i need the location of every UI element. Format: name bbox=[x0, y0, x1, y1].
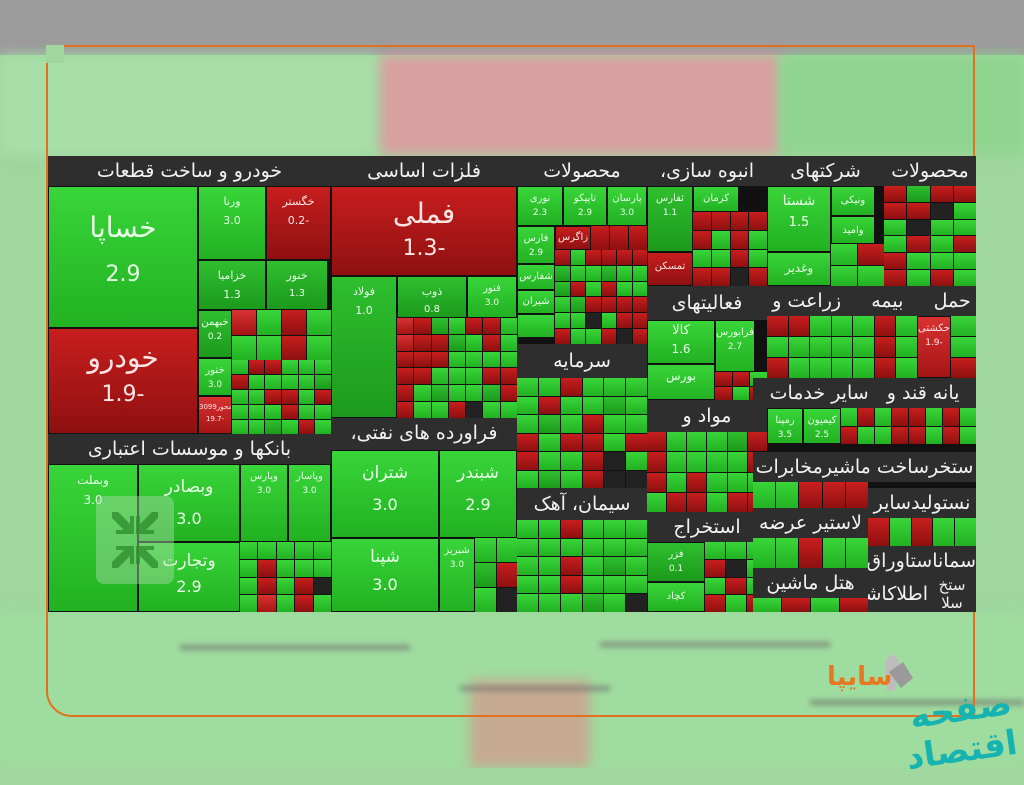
sector-header-mass-construction: انبوه سازی، bbox=[647, 156, 767, 186]
cell-noori[interactable]: نوری 2.3 bbox=[517, 186, 563, 226]
cell-parsan[interactable]: پارسان 3.0 bbox=[607, 186, 647, 226]
cell-farabours[interactable]: فرابورس 2.7 bbox=[715, 320, 755, 372]
sector-header-misc-1: ستخرساخت ماشیرمخابرات bbox=[753, 452, 976, 482]
cell-khasapa[interactable]: خساپا 2.9 bbox=[48, 186, 198, 328]
sector-header-materials: مواد و bbox=[647, 400, 767, 432]
sector-header-misc-3: سماناستاوراق bbox=[868, 546, 976, 576]
sector-label-services: سایر خدمات bbox=[769, 382, 869, 404]
mosaic-oil bbox=[475, 538, 517, 612]
cell-shfars[interactable]: شفارس bbox=[517, 264, 555, 290]
mosaic-companies bbox=[831, 244, 884, 286]
cell-shiran[interactable]: شیران bbox=[517, 290, 555, 314]
cell-vghadir[interactable]: وغدیر bbox=[767, 252, 831, 286]
cell-ramia[interactable]: رمپنا 3.5 bbox=[767, 408, 803, 444]
cell-vpars[interactable]: وپارس 3.0 bbox=[240, 464, 288, 542]
cell-vpasar[interactable]: وپاسار 3.0 bbox=[288, 464, 331, 542]
cell-khnour2[interactable]: خنور 3.0 bbox=[198, 358, 232, 396]
exit-fullscreen-button[interactable] bbox=[96, 496, 174, 584]
mosaic-investment bbox=[517, 378, 647, 488]
cell-shdis[interactable] bbox=[517, 314, 555, 338]
mosaic-auto-1 bbox=[232, 310, 331, 360]
cell-kimia[interactable]: کیمیون 2.5 bbox=[803, 408, 841, 444]
market-treemap: خودرو و ساخت قطعات خساپا 2.9 خودرو 1.9- … bbox=[48, 156, 976, 612]
cell-vomid[interactable]: واميد bbox=[831, 216, 875, 244]
sector-header-agri-insurance-transport: حمل بیمه زراعت و bbox=[767, 286, 976, 316]
sector-header-hotel: هتل ماشین bbox=[753, 568, 868, 598]
mosaic-auto-2 bbox=[232, 360, 331, 434]
sector-header-auto: خودرو و ساخت قطعات bbox=[48, 156, 331, 186]
mosaic-transport bbox=[951, 316, 976, 378]
sector-header-activities: فعالیتهای bbox=[647, 286, 767, 320]
sector-header-misc-4: ستخ سلا bbox=[928, 576, 976, 612]
cell-shpna[interactable]: شپنا 3.0 bbox=[331, 538, 439, 612]
cell-verna[interactable]: ورنا 3.0 bbox=[198, 186, 266, 260]
cell-shasta[interactable]: شستا 1.5 bbox=[767, 186, 831, 252]
cell-fanvar[interactable]: فنور 3.0 bbox=[467, 276, 517, 318]
cell-hekashti[interactable]: حکشتی 1.9- bbox=[917, 316, 951, 378]
sector-header-misc-2: نستولیدسایر bbox=[868, 488, 976, 518]
mosaic-products-2 bbox=[555, 250, 647, 344]
mosaic-products-2-sector bbox=[884, 186, 976, 286]
cell-boors[interactable]: بورس bbox=[647, 364, 715, 400]
cell-khbahman[interactable]: خبهمن 0.2 bbox=[198, 310, 232, 358]
watermark-accent-text: سایپا bbox=[827, 662, 893, 692]
cell-khanour[interactable]: خنور 1.3 bbox=[266, 260, 328, 310]
collapse-arrows-icon bbox=[108, 512, 162, 568]
cell-vniki[interactable]: ونیکی bbox=[831, 186, 875, 216]
cell-famli[interactable]: فملی 1.3- bbox=[331, 186, 517, 276]
mosaic-hotel bbox=[753, 598, 868, 612]
cell-khgostar[interactable]: خگستر 0.2- bbox=[266, 186, 331, 260]
sector-label-agriculture: زراعت و bbox=[772, 290, 842, 312]
sector-header-extraction: استخراج bbox=[647, 512, 767, 542]
cell-khodro[interactable]: خودرو 1.9- bbox=[48, 328, 198, 434]
cell-foolad[interactable]: فولاد 1.0 bbox=[331, 276, 397, 418]
sector-header-metals: فلزات اساسی bbox=[331, 156, 517, 186]
cell-mehvar[interactable]: محور3099 19.7- bbox=[198, 396, 232, 434]
sector-header-products: محصولات bbox=[517, 156, 647, 186]
cell-khzamia[interactable]: خزامیا 1.3 bbox=[198, 260, 266, 310]
cell-zagros[interactable]: زاگرس bbox=[555, 226, 591, 250]
cell-fazar[interactable]: فزر 0.1 bbox=[647, 542, 705, 582]
mosaic-cement bbox=[517, 520, 647, 612]
sector-label-transport: حمل bbox=[933, 290, 971, 312]
cell-shtabriz[interactable]: شبریز 3.0 bbox=[439, 538, 475, 612]
mosaic-misc-1 bbox=[753, 482, 868, 510]
sector-header-products-2: محصولات bbox=[884, 156, 976, 186]
sector-label-sugar: یانه قند و bbox=[886, 382, 960, 404]
cell-faras[interactable]: فارس 2.9 bbox=[517, 226, 555, 264]
mosaic-banks bbox=[240, 542, 331, 612]
sector-header-oil: فراورده های نفتی، bbox=[331, 418, 517, 450]
sector-header-investment: سرمایه bbox=[517, 344, 647, 378]
mosaic-agri bbox=[767, 316, 917, 378]
cell-vbsader[interactable]: وبصادر 3.0 bbox=[138, 464, 240, 542]
mosaic-services bbox=[841, 408, 976, 444]
cell-shetran[interactable]: شتران 3.0 bbox=[331, 450, 439, 538]
cell-shbandar[interactable]: شبندر 2.9 bbox=[439, 450, 517, 538]
sector-header-offer: لاستیر عرضه bbox=[753, 508, 868, 538]
mosaic-misc-2 bbox=[868, 518, 976, 546]
sector-header-banks: بانکها و موسسات اعتباری bbox=[48, 434, 331, 464]
cell-vtejarat[interactable]: وتجارت 2.9 bbox=[138, 542, 240, 612]
mosaic-mass bbox=[693, 212, 767, 286]
watermark-logo: سایپا صفحه اقتصاد bbox=[815, 650, 1020, 778]
sector-label-insurance: بیمه bbox=[871, 290, 904, 312]
cell-zob[interactable]: ذوب 0.8 bbox=[397, 276, 467, 318]
cell-vbmellat[interactable]: وبملت 3.0 bbox=[48, 464, 138, 612]
mosaic-materials bbox=[647, 432, 767, 512]
blurred-background bbox=[0, 0, 1024, 768]
cell-kala[interactable]: کالا 1.6 bbox=[647, 320, 715, 364]
sector-header-cement: سیمان، آهک bbox=[517, 488, 647, 520]
sector-header-misc-5: اطلاکاشی bbox=[868, 576, 928, 612]
cell-tapico[interactable]: تاپیکو 2.9 bbox=[563, 186, 607, 226]
cell-karman[interactable]: کرمان bbox=[693, 186, 739, 212]
sector-header-companies: شرکتهای bbox=[767, 156, 884, 186]
cell-tamasken[interactable]: تمسکن bbox=[647, 252, 693, 286]
cell-sakhtars[interactable]: ثفارس 1.1 bbox=[647, 186, 693, 252]
cell-kegol[interactable]: کچاد bbox=[647, 582, 705, 612]
mosaic-metals bbox=[397, 318, 517, 418]
mosaic-offer bbox=[753, 538, 868, 568]
sector-header-services-sugar: یانه قند و سایر خدمات bbox=[753, 378, 976, 408]
